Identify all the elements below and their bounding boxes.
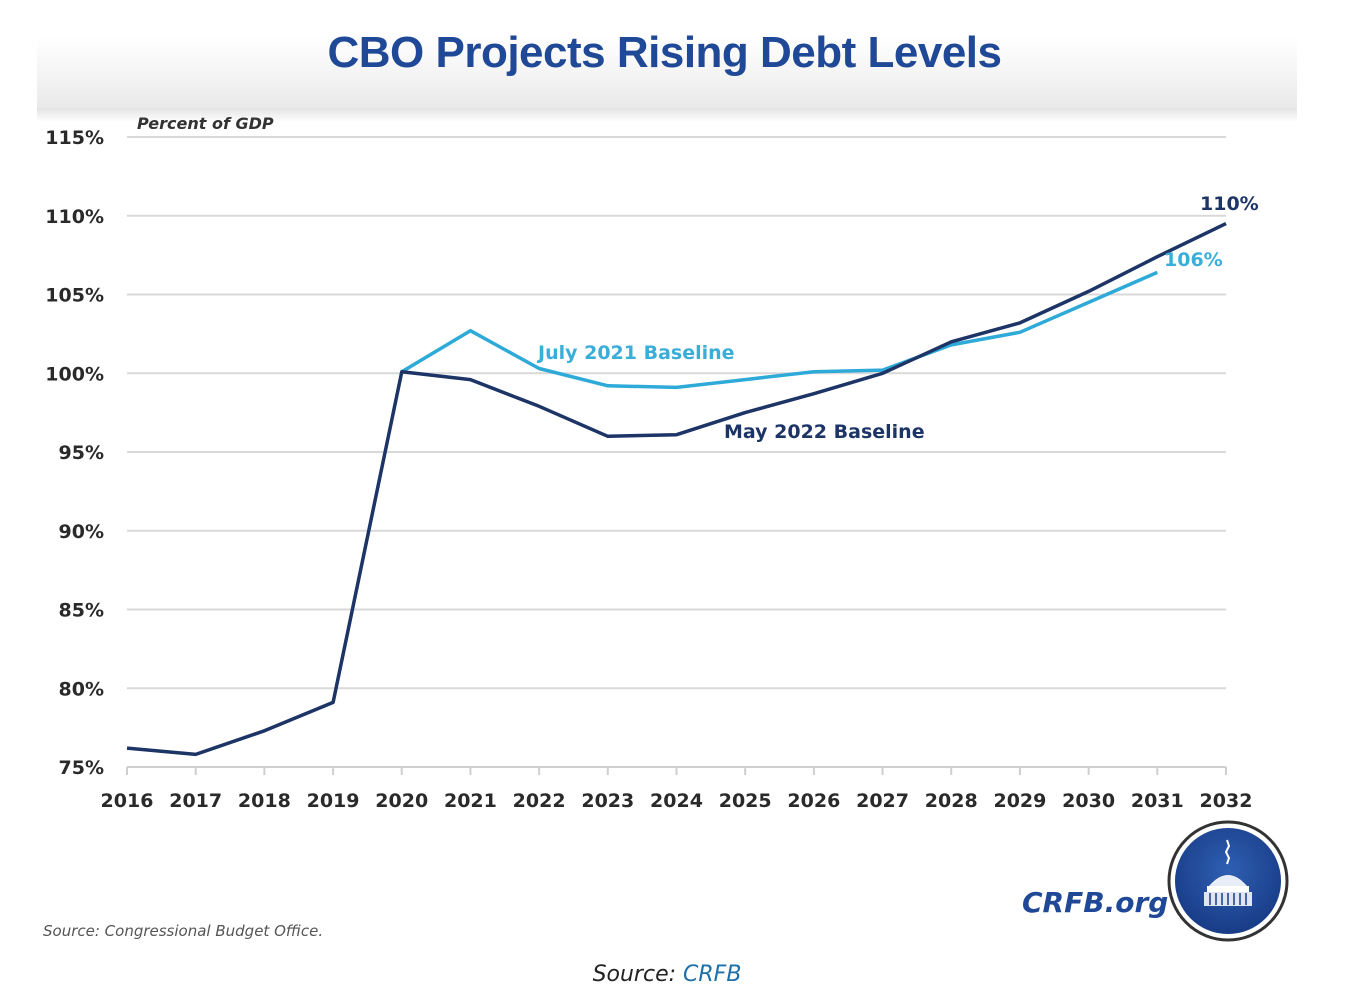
source-note: Source: Congressional Budget Office. — [43, 922, 324, 940]
x-tick-label: 2022 — [513, 790, 566, 812]
x-tick-label: 2030 — [1062, 790, 1115, 812]
x-tick-label: 2027 — [856, 790, 909, 812]
x-tick-label: 2032 — [1200, 790, 1253, 812]
x-tick-label: 2021 — [444, 790, 497, 812]
x-axis: 2016 2017 2018 2019 2020 2021 2022 2023 2024 2025… — [101, 766, 1253, 812]
x-tick-label: 2020 — [375, 790, 428, 812]
x-tick-label: 2025 — [719, 790, 772, 812]
y-axis-ticks: 75% 80% 85% 90% 95% 100% 105% 110% 115% — [45, 127, 104, 779]
x-tick-label: 2026 — [787, 790, 840, 812]
y-tick-label: 75% — [59, 757, 104, 779]
title-band — [37, 36, 1297, 108]
caption-source-link[interactable]: CRFB — [683, 962, 742, 987]
end-label-may-2022: 110% — [1200, 193, 1259, 215]
series-line-july-2021 — [400, 270, 1159, 390]
caption-prefix: Source: — [592, 962, 684, 987]
y-tick-label: 105% — [45, 285, 104, 307]
y-axis-unit-label: Percent of GDP — [137, 114, 274, 133]
y-tick-label: 100% — [45, 363, 104, 385]
x-tick-label: 2016 — [101, 790, 154, 812]
x-tick-label: 2024 — [650, 790, 703, 812]
x-tick-label: 2028 — [925, 790, 978, 812]
series-labels: July 2021 Baseline May 2022 Baseline 110% 1… — [536, 193, 1259, 443]
x-tick-label: 2031 — [1131, 790, 1184, 812]
series-label-may-2022: May 2022 Baseline — [724, 421, 925, 443]
y-tick-label: 90% — [59, 521, 104, 543]
x-tick-label: 2019 — [307, 790, 360, 812]
brand-link[interactable]: CRFB.org — [1022, 886, 1169, 919]
y-tick-label: 110% — [45, 206, 104, 228]
gridlines — [127, 136, 1226, 690]
x-tick-label: 2017 — [169, 790, 222, 812]
y-tick-label: 80% — [59, 678, 104, 700]
end-label-july-2021: 106% — [1164, 249, 1223, 271]
title-band-shadow — [37, 108, 1297, 122]
series-lines — [126, 222, 1227, 757]
figure-caption: Source: CRFB — [0, 962, 1334, 987]
x-tick-label: 2029 — [993, 790, 1046, 812]
y-tick-label: 115% — [45, 127, 104, 149]
capitol-dome-seal-icon — [1167, 820, 1289, 942]
y-tick-label: 85% — [59, 600, 104, 622]
y-tick-label: 95% — [59, 442, 104, 464]
series-line-may-2022 — [126, 222, 1227, 757]
chart-title: CBO Projects Rising Debt Levels — [327, 28, 1002, 77]
series-label-july-2021: July 2021 Baseline — [536, 342, 735, 364]
x-tick-label: 2023 — [581, 790, 634, 812]
x-tick-label: 2018 — [238, 790, 291, 812]
